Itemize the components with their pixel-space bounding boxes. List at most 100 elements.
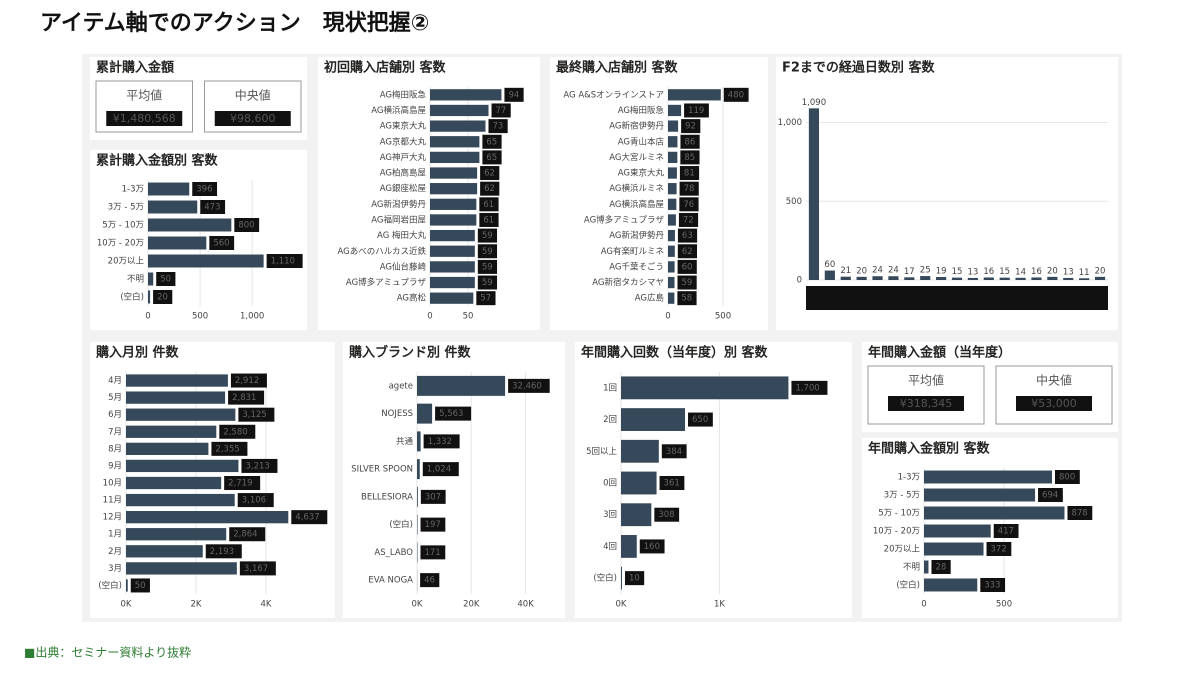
data-label-box xyxy=(986,542,1012,556)
data-label: 62 xyxy=(484,184,495,194)
data-label: 25 xyxy=(920,266,931,276)
bar xyxy=(920,276,931,280)
data-label: 11 xyxy=(1079,268,1090,278)
y-tick-label: 0回 xyxy=(603,479,617,489)
kpi-value: ¥318,345 xyxy=(900,397,953,410)
bar xyxy=(621,376,789,400)
y-tick-label: 1-3万 xyxy=(122,185,144,195)
y-tick-label: 共通 xyxy=(396,436,414,447)
y-tick-label: AG大宮ルミネ xyxy=(609,152,664,163)
data-label: 2,864 xyxy=(233,530,257,540)
data-label-box xyxy=(680,150,700,165)
y-tick-label: 1,000 xyxy=(778,118,802,128)
data-label-box xyxy=(205,544,242,559)
bar xyxy=(126,545,203,558)
y-tick-label: 1月 xyxy=(108,530,122,540)
data-label: 13 xyxy=(967,267,978,277)
y-tick-label: 1-3万 xyxy=(898,473,920,483)
data-label: 1,110 xyxy=(271,257,295,267)
data-label: 77 xyxy=(496,106,507,116)
data-label-box xyxy=(420,545,446,560)
data-label: 16 xyxy=(1031,267,1042,277)
bar xyxy=(430,214,477,226)
data-label: 650 xyxy=(692,415,708,425)
x-tick-label: 500 xyxy=(715,312,731,322)
data-label-box xyxy=(791,380,828,395)
y-tick-label: 5月 xyxy=(108,393,122,403)
bar xyxy=(668,151,678,164)
bar xyxy=(1079,278,1090,280)
data-label: 2,355 xyxy=(215,444,239,454)
bar xyxy=(924,578,978,592)
data-label-box xyxy=(504,87,524,102)
bar xyxy=(621,535,637,558)
bar xyxy=(148,290,151,304)
data-label: 333 xyxy=(984,581,1000,591)
y-tick-label: AG博多アミュプラザ xyxy=(346,277,427,288)
bar xyxy=(148,236,207,250)
data-label-box xyxy=(192,182,218,196)
data-label: 14 xyxy=(1015,267,1026,277)
data-label: 384 xyxy=(666,447,682,457)
y-tick-label: AG京都大丸 xyxy=(380,136,427,147)
y-tick-label: 4月 xyxy=(108,376,122,386)
data-label: 61 xyxy=(483,215,494,225)
bar xyxy=(430,151,480,164)
x-tick-label: 0 xyxy=(427,312,432,322)
data-label: 4,637 xyxy=(295,513,319,523)
bar xyxy=(417,514,418,535)
data-label-box xyxy=(1067,506,1093,520)
x-tick-label: 500 xyxy=(996,600,1012,610)
y-tick-label: AGあべのハルカス近鉄 xyxy=(338,246,427,257)
bar xyxy=(430,136,480,148)
bar xyxy=(417,403,433,424)
data-label-box xyxy=(624,571,645,586)
x-tick-label: 0K xyxy=(616,600,627,610)
chart-title: 購入月別 件数 xyxy=(95,345,180,361)
bar xyxy=(430,261,475,273)
data-label: 800 xyxy=(238,221,254,231)
data-label: 20 xyxy=(1047,266,1058,276)
bar xyxy=(924,524,991,538)
kpi-value: ¥53,000 xyxy=(1031,397,1077,410)
data-label: 2,831 xyxy=(232,393,256,403)
bar xyxy=(856,276,867,280)
kpi-card xyxy=(867,365,985,425)
data-label: 57 xyxy=(480,294,491,304)
data-label-box xyxy=(677,259,697,274)
bar xyxy=(417,459,420,480)
data-label-box xyxy=(684,103,709,118)
data-label: 17 xyxy=(904,267,915,277)
data-label-box xyxy=(238,407,275,422)
data-label-box xyxy=(679,181,699,196)
data-label: 10 xyxy=(629,574,640,584)
y-tick-label: 3月 xyxy=(108,564,122,574)
bar xyxy=(430,120,486,132)
data-label: 62 xyxy=(484,169,495,179)
data-label-box xyxy=(482,150,502,165)
x-tick-label: 0 xyxy=(665,312,670,322)
bar xyxy=(999,277,1010,280)
data-label: 59 xyxy=(681,278,692,288)
y-tick-label: AG博多アミュプラザ xyxy=(584,214,665,225)
bar xyxy=(668,245,675,257)
bar xyxy=(668,136,678,148)
data-label: 473 xyxy=(204,203,220,213)
y-tick-label: 6月 xyxy=(108,410,122,420)
data-label: 3,106 xyxy=(242,496,266,506)
y-tick-label: 1回 xyxy=(603,383,617,393)
data-label-box xyxy=(200,200,226,214)
data-label-box xyxy=(420,517,446,532)
data-label: 81 xyxy=(684,169,695,179)
data-label-box xyxy=(491,103,511,118)
data-label-box xyxy=(661,444,687,459)
bar xyxy=(148,272,154,286)
y-tick-label: BELLESIORA xyxy=(361,492,413,502)
bar xyxy=(126,476,222,490)
data-label-box xyxy=(420,489,446,504)
data-label-box xyxy=(659,476,685,490)
bar xyxy=(668,276,675,289)
bar xyxy=(668,261,675,273)
page-title: アイテム軸でのアクション 現状把握② xyxy=(40,10,429,36)
bar xyxy=(430,167,478,179)
